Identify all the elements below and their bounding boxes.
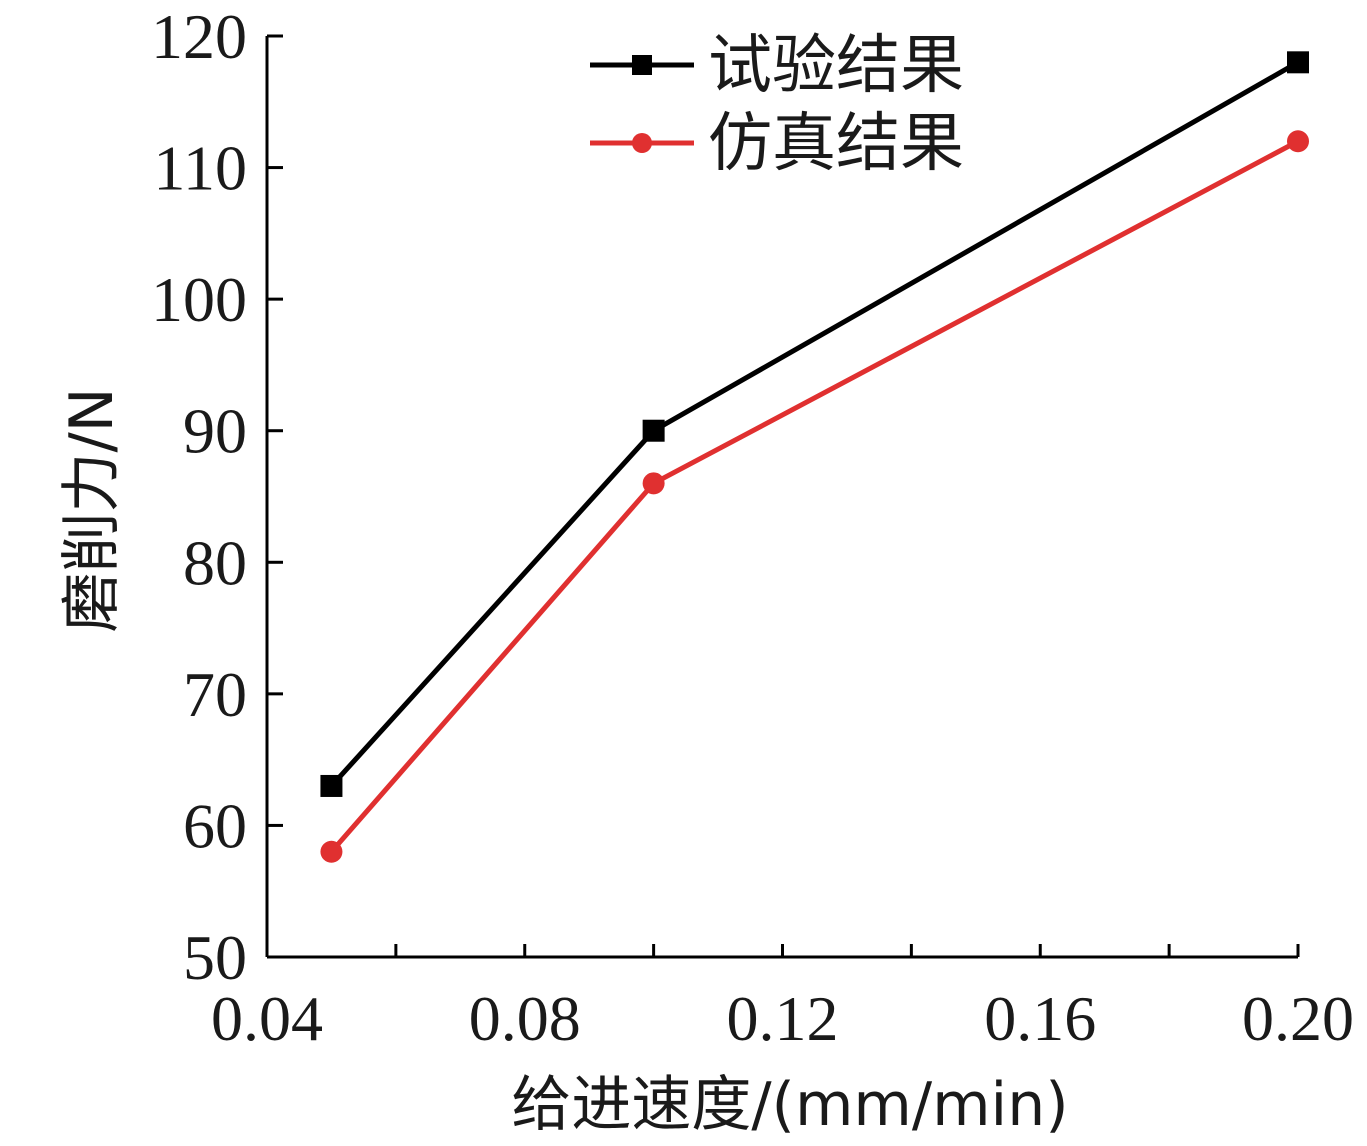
legend-item-1: 试验结果 <box>590 29 964 103</box>
y-tick-label: 100 <box>151 264 247 335</box>
x-tick-label: 0.20 <box>1242 983 1354 1054</box>
y-tick-label: 110 <box>153 133 247 204</box>
data-point-square <box>1287 51 1309 74</box>
x-tick-label: 0.04 <box>211 983 323 1054</box>
legend-label: 试验结果 <box>708 29 964 103</box>
y-axis-title: 磨削力/N <box>57 387 127 632</box>
data-point-square <box>642 419 665 442</box>
x-ticks: 0.04 0.08 0.12 0.16 0.20 <box>211 944 1354 1054</box>
data-point-square <box>320 774 343 797</box>
x-tick-label: 0.12 <box>727 983 839 1054</box>
y-tick-label: 50 <box>183 922 247 993</box>
data-point-circle <box>642 472 665 495</box>
legend-marker-square <box>632 55 652 75</box>
y-tick-label: 120 <box>151 1 247 72</box>
data-point-circle <box>320 840 343 863</box>
legend-label: 仿真结果 <box>708 107 964 181</box>
x-tick-label: 0.08 <box>469 983 581 1054</box>
series-2 <box>320 130 1309 863</box>
y-tick-label: 80 <box>183 527 247 598</box>
y-tick-label: 70 <box>183 659 247 730</box>
x-tick-label: 0.16 <box>984 983 1096 1054</box>
legend-item-2: 仿真结果 <box>590 107 964 181</box>
series-layer <box>320 51 1309 863</box>
y-ticks: 50 60 70 80 90 100 110 120 <box>151 1 283 993</box>
y-tick-label: 60 <box>183 790 247 861</box>
x-axis-title: 给进速度/(mm/min) <box>511 1070 1068 1140</box>
data-point-circle <box>1287 130 1309 153</box>
legend-marker-circle <box>632 133 652 153</box>
y-tick-label: 90 <box>183 396 247 467</box>
series-line <box>329 139 1300 854</box>
series-1 <box>320 51 1309 797</box>
